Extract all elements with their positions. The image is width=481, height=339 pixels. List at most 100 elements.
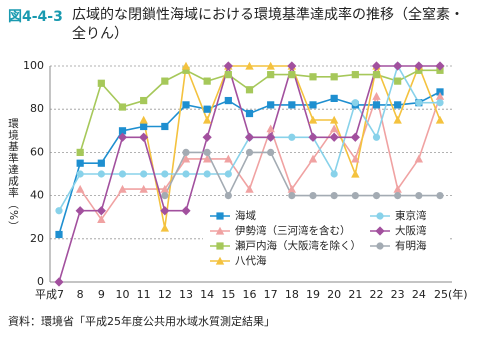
- legend-item: 伊勢湾（三河湾を含む）: [210, 224, 351, 237]
- marker: [308, 132, 318, 142]
- marker: [414, 61, 424, 71]
- legend-box: [203, 207, 449, 271]
- marker: [308, 154, 318, 163]
- legend-item: 大阪湾: [370, 224, 427, 237]
- marker: [245, 86, 254, 94]
- marker: [309, 101, 317, 109]
- marker: [202, 154, 212, 163]
- y-tick-label: 20: [30, 232, 44, 245]
- marker: [245, 184, 254, 193]
- marker: [161, 77, 169, 85]
- x-tick-label: 19: [306, 288, 320, 301]
- y-tick-label: 60: [30, 145, 44, 158]
- x-tick-label: 20: [327, 288, 341, 301]
- legend-label: 東京湾: [395, 209, 427, 222]
- marker: [181, 206, 191, 216]
- marker: [267, 101, 275, 109]
- marker: [394, 192, 402, 200]
- marker: [330, 94, 338, 102]
- x-tick-label: 14: [200, 288, 214, 301]
- marker: [329, 124, 339, 133]
- marker: [76, 170, 84, 178]
- marker: [288, 192, 296, 200]
- legend-item: 海域: [210, 209, 256, 222]
- marker: [215, 226, 225, 235]
- marker: [351, 99, 359, 107]
- marker: [244, 132, 255, 142]
- marker: [139, 115, 148, 124]
- marker: [329, 132, 339, 142]
- marker: [140, 170, 148, 178]
- marker: [182, 101, 190, 109]
- marker: [266, 132, 276, 142]
- legend-item: 東京湾: [370, 209, 427, 222]
- marker: [203, 77, 211, 85]
- marker: [140, 122, 148, 131]
- marker: [394, 101, 402, 109]
- marker: [436, 88, 444, 96]
- marker: [330, 73, 338, 81]
- marker: [118, 184, 127, 193]
- legend-item: 瀬戸内海（大阪湾を除く）: [210, 239, 361, 252]
- marker: [372, 133, 381, 141]
- chart-title: 広域的な閉鎖性海域における環境基準達成率の推移（全窒素・全りん）: [72, 7, 464, 42]
- marker: [118, 127, 127, 135]
- marker: [394, 77, 402, 85]
- marker: [97, 79, 105, 87]
- marker: [266, 61, 275, 70]
- x-tick-label: 11: [137, 288, 151, 301]
- marker: [308, 115, 318, 124]
- y-tick-label: 100: [23, 59, 44, 72]
- marker: [160, 223, 170, 232]
- marker: [160, 184, 170, 193]
- x-tick-label: 13: [179, 288, 193, 301]
- marker: [118, 103, 127, 111]
- source-note: 資料：環境省「平成25年度公共用水域水質測定結果」: [8, 315, 275, 328]
- marker: [182, 148, 190, 156]
- y-tick-label: 40: [30, 189, 44, 202]
- x-tick-label: 12: [158, 288, 172, 301]
- marker: [202, 115, 212, 124]
- legend-label: 有明海: [395, 239, 427, 252]
- x-tick-label: 9: [98, 288, 105, 301]
- marker: [329, 115, 339, 124]
- marker: [393, 115, 402, 124]
- x-tick-label: 8: [77, 288, 84, 301]
- legend-label: 海域: [235, 209, 256, 222]
- marker: [415, 99, 423, 107]
- marker: [161, 122, 169, 131]
- legend-label: 八代海: [235, 254, 267, 267]
- marker: [202, 132, 212, 142]
- marker: [287, 61, 297, 71]
- marker: [330, 170, 338, 178]
- marker: [288, 101, 296, 109]
- marker: [181, 154, 191, 163]
- x-tick-label: 10: [116, 288, 130, 301]
- marker: [372, 192, 381, 200]
- marker: [161, 170, 169, 178]
- marker: [96, 206, 106, 216]
- marker: [267, 148, 275, 156]
- marker: [351, 169, 360, 178]
- marker: [376, 212, 384, 220]
- marker: [330, 192, 338, 200]
- x-tick-label: 18: [285, 288, 299, 301]
- marker: [414, 154, 424, 163]
- x-tick-label: 17: [264, 288, 278, 301]
- x-tick-label: 平成7: [35, 288, 64, 301]
- marker: [393, 61, 403, 71]
- marker: [309, 192, 317, 200]
- marker: [350, 132, 360, 142]
- marker: [181, 61, 191, 70]
- marker: [216, 212, 224, 220]
- legend-item: 有明海: [370, 239, 427, 252]
- marker: [224, 71, 232, 79]
- marker: [309, 73, 317, 81]
- marker: [288, 71, 296, 79]
- marker: [436, 192, 444, 200]
- marker: [267, 71, 275, 79]
- marker: [224, 192, 232, 200]
- marker: [372, 92, 381, 100]
